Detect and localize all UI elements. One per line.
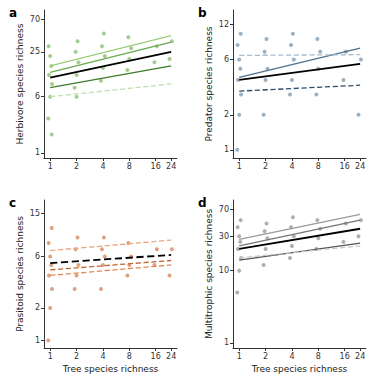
svg-text:10: 10 (219, 266, 229, 275)
svg-text:6: 6 (35, 252, 40, 261)
svg-text:2: 2 (224, 110, 229, 119)
svg-text:Prasitoid species richness: Prasitoid species richness (15, 216, 25, 332)
svg-text:2: 2 (74, 352, 79, 361)
svg-text:1: 1 (48, 162, 53, 171)
svg-text:2: 2 (35, 303, 40, 312)
svg-text:4: 4 (289, 352, 294, 361)
svg-text:30: 30 (219, 232, 229, 241)
svg-text:Tree species richness: Tree species richness (251, 364, 348, 374)
svg-text:25: 25 (30, 47, 40, 56)
svg-text:Multitrophic species richness: Multitrophic species richness (204, 209, 214, 340)
svg-text:24: 24 (355, 162, 365, 171)
svg-text:1: 1 (35, 336, 40, 345)
svg-text:2: 2 (74, 162, 79, 171)
svg-text:4: 4 (100, 352, 105, 361)
svg-text:8: 8 (316, 352, 321, 361)
svg-text:8: 8 (127, 352, 132, 361)
svg-text:d: d (198, 196, 207, 210)
svg-text:24: 24 (355, 352, 365, 361)
svg-text:8: 8 (127, 162, 132, 171)
svg-text:1: 1 (35, 148, 40, 157)
svg-text:1: 1 (224, 338, 229, 347)
svg-text:24: 24 (166, 352, 176, 361)
svg-text:1: 1 (48, 352, 53, 361)
svg-text:16: 16 (340, 352, 350, 361)
svg-text:1: 1 (237, 352, 242, 361)
svg-text:70: 70 (30, 15, 40, 24)
svg-text:b: b (198, 6, 207, 20)
svg-text:Herbivore species richness: Herbivore species richness (15, 23, 25, 144)
svg-text:15: 15 (30, 209, 40, 218)
svg-text:2: 2 (263, 162, 268, 171)
svg-text:Tree species richness: Tree species richness (62, 364, 159, 374)
svg-text:a: a (9, 6, 17, 20)
svg-text:12: 12 (219, 20, 229, 29)
svg-text:6: 6 (35, 92, 40, 101)
svg-text:6: 6 (224, 55, 229, 64)
svg-text:16: 16 (340, 162, 350, 171)
svg-text:1: 1 (224, 145, 229, 154)
svg-text:70: 70 (219, 205, 229, 214)
svg-text:8: 8 (316, 162, 321, 171)
svg-text:c: c (9, 196, 16, 210)
svg-text:1: 1 (237, 162, 242, 171)
svg-text:16: 16 (151, 352, 161, 361)
svg-text:4: 4 (100, 162, 105, 171)
svg-text:4: 4 (289, 162, 294, 171)
svg-text:Predator species richness: Predator species richness (204, 26, 214, 141)
svg-text:2: 2 (263, 352, 268, 361)
svg-text:16: 16 (151, 162, 161, 171)
svg-text:24: 24 (166, 162, 176, 171)
